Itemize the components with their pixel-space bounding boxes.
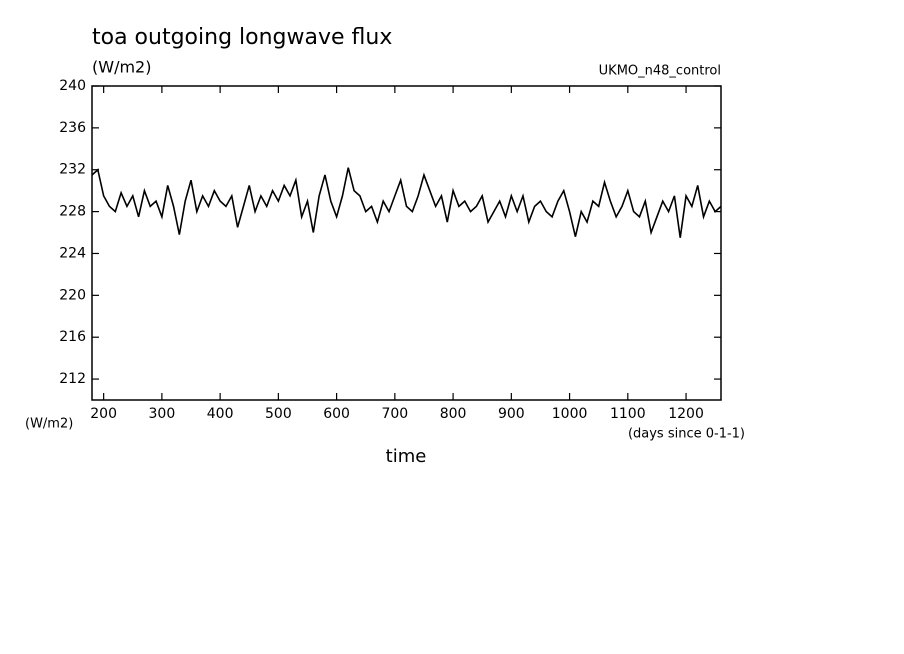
x-tick-label: 700 (381, 406, 408, 422)
y-unit-bottom: (W/m2) (25, 417, 73, 432)
y-unit-top: (W/m2) (92, 58, 151, 77)
x-tick-label: 300 (149, 406, 176, 422)
y-tick-label: 240 (59, 78, 86, 94)
y-tick-label: 224 (59, 245, 86, 261)
x-tick-label: 600 (323, 406, 350, 422)
x-tick-label: 1100 (610, 406, 646, 422)
x-tick-label: 900 (498, 406, 525, 422)
x-tick-label: 400 (207, 406, 234, 422)
x-tick-label: 500 (265, 406, 292, 422)
y-tick-label: 236 (59, 120, 86, 136)
data-line (91, 167, 722, 238)
y-tick-label: 232 (59, 162, 86, 178)
x-axis-label: time (386, 446, 427, 467)
y-tick-label: 228 (59, 204, 86, 220)
y-tick-label: 212 (59, 371, 86, 387)
y-tick-label: 220 (59, 287, 86, 303)
x-tick-label: 1000 (552, 406, 588, 422)
subtitle: UKMO_n48_control (599, 64, 721, 79)
x-tick-label: 200 (90, 406, 117, 422)
x-tick-label: 800 (440, 406, 467, 422)
plot-frame (91, 85, 722, 401)
chart-title: toa outgoing longwave flux (92, 25, 392, 50)
x-tick-label: 1200 (668, 406, 704, 422)
x-unit: (days since 0-1-1) (628, 427, 745, 442)
y-tick-label: 216 (59, 329, 86, 345)
